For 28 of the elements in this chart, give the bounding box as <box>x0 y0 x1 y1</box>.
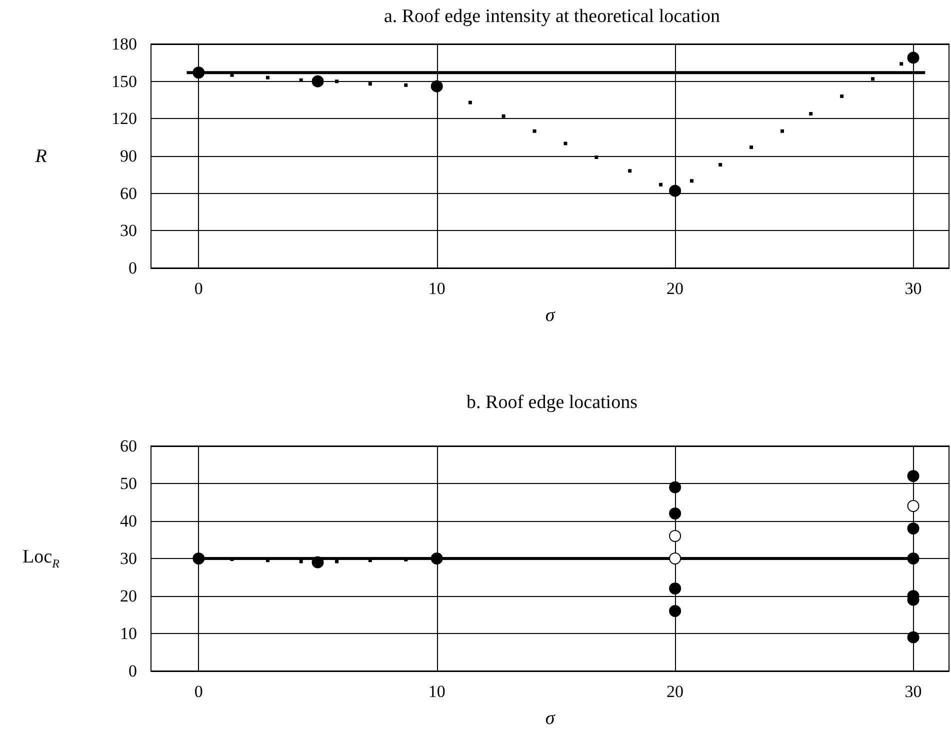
y-axis-title: Loc$_{R}$ <box>22 546 60 571</box>
y-tick-label: 0 <box>128 258 137 278</box>
chart-title: a. Roof edge intensity at theoretical location <box>384 6 721 27</box>
x-axis-title: σ <box>545 708 556 729</box>
x-tick-label: 30 <box>904 279 922 298</box>
x-tick-label: 30 <box>904 682 922 701</box>
x-tick-label: 20 <box>666 279 684 298</box>
x-tick-label: 0 <box>194 279 203 298</box>
y-tick-label: 60 <box>120 436 137 456</box>
y-tick-label: 180 <box>112 34 137 54</box>
y-tick-label: 90 <box>120 146 137 166</box>
y-tick-label: 20 <box>120 586 137 606</box>
y-tick-label: 30 <box>120 221 137 240</box>
chart-title: b. Roof edge locations <box>466 392 638 413</box>
y-tick-label: 10 <box>120 624 137 643</box>
x-tick-label: 10 <box>428 682 446 701</box>
y-tick-label: 50 <box>120 474 137 493</box>
y-tick-label: 0 <box>128 662 137 680</box>
y-tick-label: 60 <box>120 184 137 203</box>
y-tick-label: 40 <box>120 512 137 530</box>
x-tick-label: 0 <box>194 682 203 701</box>
x-tick-label: 10 <box>428 279 446 298</box>
y-axis-title: R <box>35 146 47 168</box>
y-tick-label: 120 <box>112 109 137 128</box>
y-tick-label: 30 <box>120 549 137 568</box>
y-tick-label: 150 <box>112 72 137 91</box>
x-tick-label: 20 <box>666 682 684 701</box>
x-axis-title: σ <box>545 305 556 326</box>
